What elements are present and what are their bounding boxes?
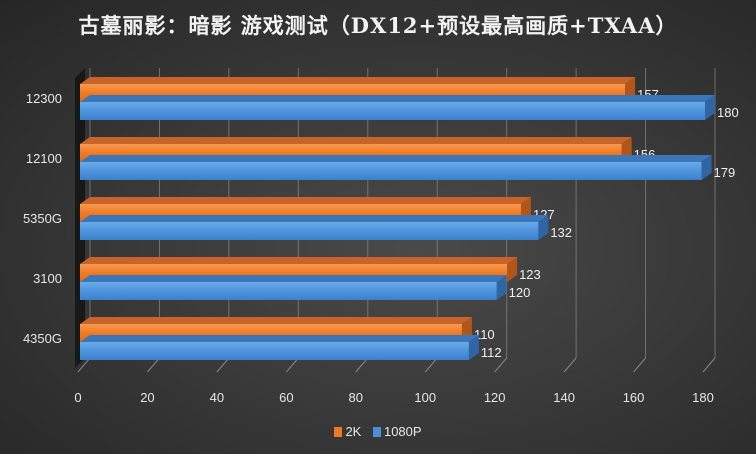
x-tick-label: 40 [210, 390, 224, 405]
legend-item-1080p[interactable]: 1080P [372, 424, 422, 439]
x-tick-label: 140 [553, 390, 575, 405]
bar-1080P [80, 342, 469, 360]
x-tick-label: 20 [140, 390, 154, 405]
data-label: 179 [714, 165, 736, 180]
x-tick-label: 180 [692, 390, 714, 405]
x-tick-label: 80 [349, 390, 363, 405]
category-label: 3100 [33, 271, 62, 286]
bar-1080P [80, 222, 539, 240]
data-label: 123 [519, 267, 541, 282]
legend-swatch-2k [334, 426, 343, 437]
axis-labels: 12300 12100 5350G 3100 4350G [23, 91, 62, 346]
legend: 2K 1080P [0, 424, 756, 440]
legend-item-2k[interactable]: 2K [334, 424, 361, 439]
category-label: 5350G [23, 211, 62, 226]
category-label: 4350G [23, 331, 62, 346]
data-label: 180 [717, 105, 739, 120]
legend-label: 2K [345, 424, 362, 439]
x-tick-label: 100 [414, 390, 436, 405]
legend-label: 1080P [383, 424, 422, 439]
bar-1080P [80, 282, 497, 300]
chart-title: 古墓丽影：暗影 游戏测试（DX12+预设最高画质+TXAA） [78, 13, 678, 38]
x-tick-label: 120 [484, 390, 506, 405]
category-label: 12300 [26, 91, 62, 106]
data-label: 112 [481, 345, 502, 360]
data-label: 120 [509, 285, 531, 300]
bar-1080P [80, 162, 702, 180]
data-label: 110 [474, 327, 495, 342]
x-tick-label: 0 [74, 390, 81, 405]
x-tick-label: 60 [279, 390, 293, 405]
legend-swatch-1080p [372, 426, 381, 437]
category-label: 12100 [26, 151, 62, 166]
x-tick-label: 160 [623, 390, 645, 405]
data-label: 132 [550, 225, 572, 240]
bar-1080P [80, 102, 705, 120]
